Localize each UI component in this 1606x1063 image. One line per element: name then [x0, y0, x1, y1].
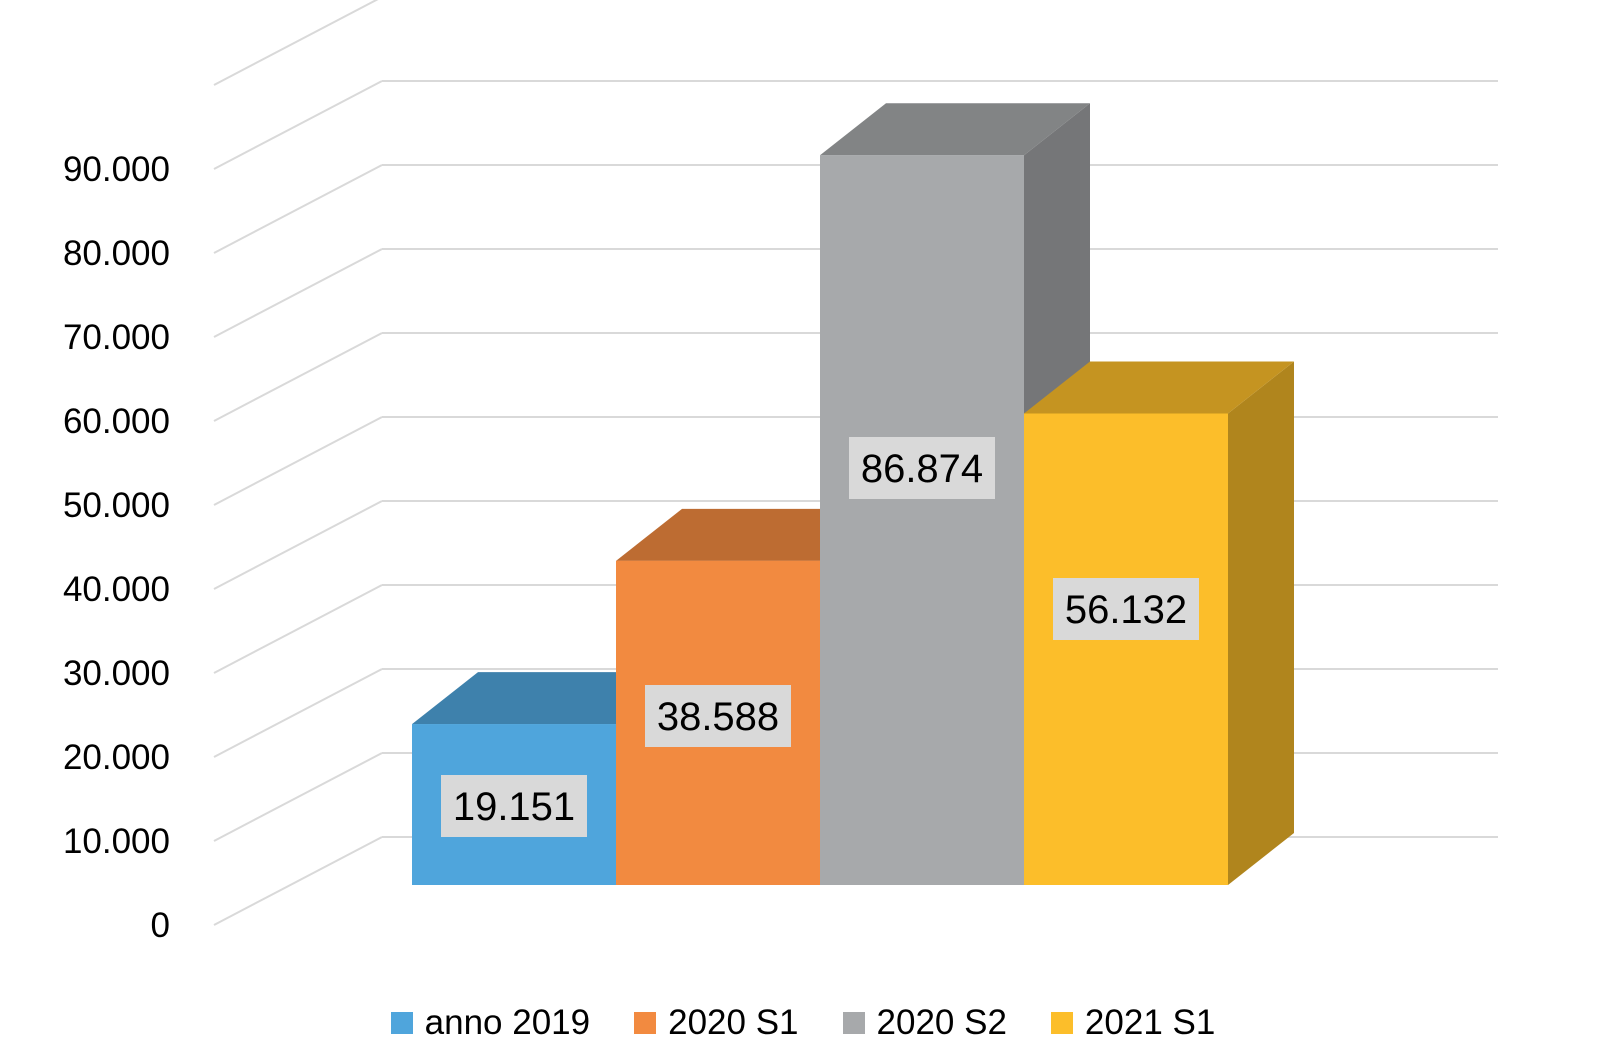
legend-swatch-anno-2019 — [390, 1012, 413, 1034]
y-tick-label: 70.000 — [63, 318, 170, 357]
legend-item-2020-s1: 2020 S1 — [634, 1003, 799, 1043]
y-tick-label: 10.000 — [63, 822, 170, 861]
y-tick-label: 0 — [151, 906, 170, 945]
gridline-diagonal — [213, 668, 383, 758]
data-label: 86.874 — [861, 447, 983, 491]
data-label: 56.132 — [1065, 588, 1187, 632]
gridline-diagonal — [213, 0, 379, 86]
legend-swatch-2020-s2 — [842, 1012, 865, 1034]
gridline-diagonal — [213, 836, 383, 926]
gridline-diagonal — [213, 752, 383, 842]
bar-top-face — [616, 508, 886, 561]
y-tick-label: 40.000 — [63, 570, 170, 609]
y-tick-label: 30.000 — [63, 654, 170, 693]
legend-swatch-2020-s1 — [634, 1012, 657, 1034]
data-labels: 19.151 38.588 86.874 56.132 — [441, 437, 1199, 837]
gridline-diagonal — [213, 164, 383, 254]
data-label-box — [1053, 578, 1199, 640]
bar-top-face — [412, 672, 682, 725]
y-tick-label: 20.000 — [63, 738, 170, 777]
legend-item-2021-s1: 2021 S1 — [1050, 1003, 1216, 1043]
data-label-box — [645, 685, 791, 747]
data-label-box — [849, 437, 995, 499]
legend: anno 2019 2020 S1 2020 S2 2021 S1 — [0, 1003, 1606, 1043]
bar — [820, 155, 1024, 885]
bar-top-face — [820, 103, 1090, 156]
bar-top-face — [1024, 361, 1294, 414]
legend-label-2021-s1: 2021 S1 — [1084, 1003, 1216, 1042]
gridline-diagonal — [213, 248, 383, 338]
legend-item-2020-s2: 2020 S2 — [842, 1003, 1007, 1043]
gridline-diagonal — [213, 500, 383, 590]
gridline-diagonal — [213, 80, 383, 170]
legend-swatch-2021-s1 — [1050, 1012, 1073, 1034]
legend-label-2020-s1: 2020 S1 — [668, 1003, 799, 1042]
legend-item-anno-2019: anno 2019 — [390, 1003, 591, 1043]
data-label: 19.151 — [453, 785, 575, 829]
legend-label-2020-s2: 2020 S2 — [876, 1003, 1007, 1042]
data-label: 38.588 — [657, 695, 779, 739]
y-axis-tick-labels: 0 10.000 20.000 30.000 40.000 50.000 60.000 70.… — [63, 150, 170, 945]
y-tick-label: 90.000 — [63, 150, 170, 189]
gridline-diagonal — [213, 416, 383, 506]
y-tick-label: 80.000 — [63, 234, 170, 273]
y-tick-label: 60.000 — [63, 402, 170, 441]
y-tick-label: 50.000 — [63, 486, 170, 525]
gridline-diagonal — [213, 584, 383, 674]
data-label-box — [441, 775, 587, 837]
bar-side-face — [1228, 361, 1294, 885]
bar — [1024, 413, 1228, 885]
gridline-diagonal — [213, 332, 383, 422]
legend-label-anno-2019: anno 2019 — [424, 1003, 591, 1042]
